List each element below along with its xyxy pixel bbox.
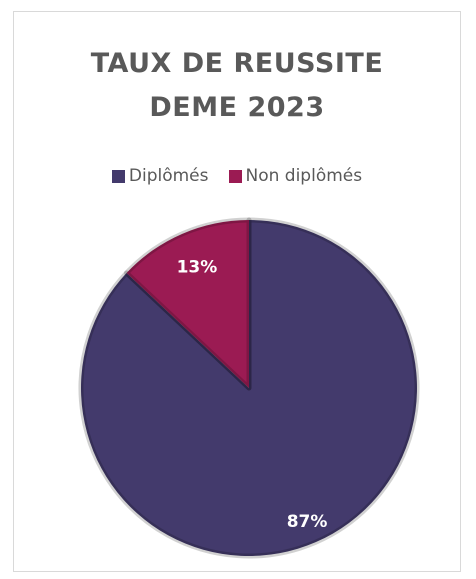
pie-slices bbox=[78, 217, 420, 559]
data-label-diplomes: 87% bbox=[287, 512, 328, 532]
pie-slice-diplomes bbox=[78, 217, 420, 559]
legend-item-non-diplomes: Non diplômés bbox=[228, 166, 363, 186]
legend: Diplômés Non diplômés bbox=[14, 166, 460, 186]
legend-label-diplomes: Diplômés bbox=[128, 166, 209, 186]
legend-swatch-non-diplomes bbox=[228, 169, 242, 183]
legend-item-diplomes: Diplômés bbox=[111, 166, 209, 186]
legend-label-non-diplomes: Non diplômés bbox=[245, 166, 363, 186]
data-label-non-diplomes: 13% bbox=[177, 258, 218, 278]
chart-title: TAUX DE REUSSITE DEME 2023 bbox=[90, 48, 384, 123]
legend-swatch-diplomes bbox=[111, 169, 125, 183]
pie-slice-non-diplomes bbox=[124, 217, 252, 391]
pie-data-labels: 87% 13% bbox=[177, 258, 328, 532]
